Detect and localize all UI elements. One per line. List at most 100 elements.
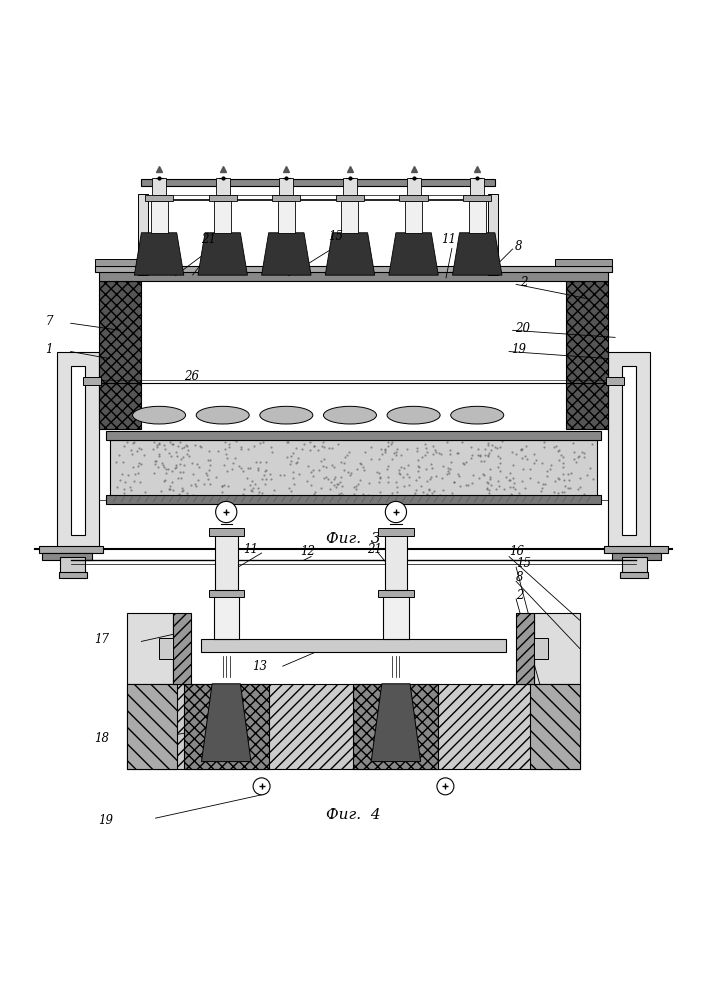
Point	[175, 470, 186, 486]
Point	[484, 482, 495, 498]
Point	[170, 459, 181, 475]
Point	[560, 478, 571, 494]
Bar	[209, 528, 244, 536]
Point	[426, 456, 437, 472]
Point	[510, 446, 522, 462]
Point	[481, 481, 493, 497]
Point	[537, 476, 549, 492]
Point	[427, 438, 438, 454]
Point	[203, 471, 214, 487]
Point	[191, 478, 202, 494]
Point	[568, 444, 580, 460]
Point	[542, 463, 553, 479]
Point	[483, 485, 494, 501]
Point	[443, 465, 455, 481]
Bar	[354, 684, 438, 769]
Point	[332, 476, 344, 492]
Point	[566, 465, 577, 481]
Point	[339, 449, 351, 465]
Polygon shape	[262, 233, 311, 275]
Text: 19: 19	[511, 343, 526, 356]
Point	[441, 434, 452, 450]
Point	[397, 469, 409, 485]
Point	[138, 447, 149, 463]
Bar	[534, 638, 548, 659]
Point	[435, 487, 446, 503]
Point	[235, 460, 247, 476]
Point	[375, 484, 386, 500]
Point	[327, 457, 338, 473]
Point	[474, 470, 485, 486]
Point	[329, 469, 341, 485]
Bar	[152, 178, 166, 195]
Bar	[488, 194, 498, 275]
Point	[409, 485, 421, 501]
Point	[521, 451, 532, 467]
Text: 13: 13	[252, 660, 267, 673]
Point	[393, 465, 404, 481]
Point	[505, 465, 516, 481]
Point	[204, 443, 215, 459]
Point	[557, 459, 568, 475]
Polygon shape	[452, 233, 502, 275]
Point	[177, 482, 188, 498]
Point	[485, 471, 496, 487]
Point	[341, 447, 353, 463]
Point	[187, 487, 199, 503]
Point	[119, 481, 130, 497]
Point	[202, 452, 214, 468]
Point	[371, 464, 382, 480]
Point	[219, 441, 230, 457]
Point	[227, 461, 238, 477]
Point	[250, 476, 261, 492]
Point	[424, 471, 436, 487]
Point	[474, 448, 486, 464]
Point	[552, 470, 563, 486]
Point	[318, 439, 329, 455]
Point	[449, 474, 460, 490]
Point	[374, 470, 385, 486]
Point	[305, 477, 317, 493]
Point	[508, 479, 519, 495]
Text: 12: 12	[300, 545, 315, 558]
Point	[558, 455, 569, 471]
Point	[220, 446, 231, 462]
Point	[447, 485, 458, 501]
Point	[443, 460, 454, 476]
Point	[324, 481, 335, 497]
Point	[260, 454, 271, 470]
Point	[568, 451, 580, 467]
Point	[430, 444, 441, 460]
Bar	[343, 178, 357, 195]
Point	[412, 463, 423, 479]
Point	[351, 461, 362, 477]
Circle shape	[216, 501, 237, 523]
Point	[479, 467, 490, 483]
Point	[291, 455, 302, 471]
Point	[484, 469, 496, 485]
Bar	[606, 377, 624, 385]
Point	[545, 457, 556, 473]
Point	[482, 448, 493, 464]
Point	[481, 474, 493, 490]
Point	[306, 464, 317, 480]
Point	[494, 450, 506, 466]
Bar	[127, 613, 173, 684]
Point	[322, 471, 333, 487]
Point	[483, 437, 494, 453]
Point	[125, 479, 136, 495]
Point	[414, 469, 425, 485]
Point	[219, 434, 230, 450]
Ellipse shape	[260, 406, 312, 424]
Point	[194, 459, 205, 475]
Point	[467, 447, 478, 463]
Point	[111, 479, 122, 495]
Point	[122, 467, 134, 483]
Point	[287, 470, 298, 486]
Point	[578, 486, 590, 502]
Point	[326, 440, 337, 456]
Point	[163, 461, 174, 477]
Point	[376, 446, 387, 462]
Point	[158, 437, 170, 453]
Point	[483, 475, 494, 491]
